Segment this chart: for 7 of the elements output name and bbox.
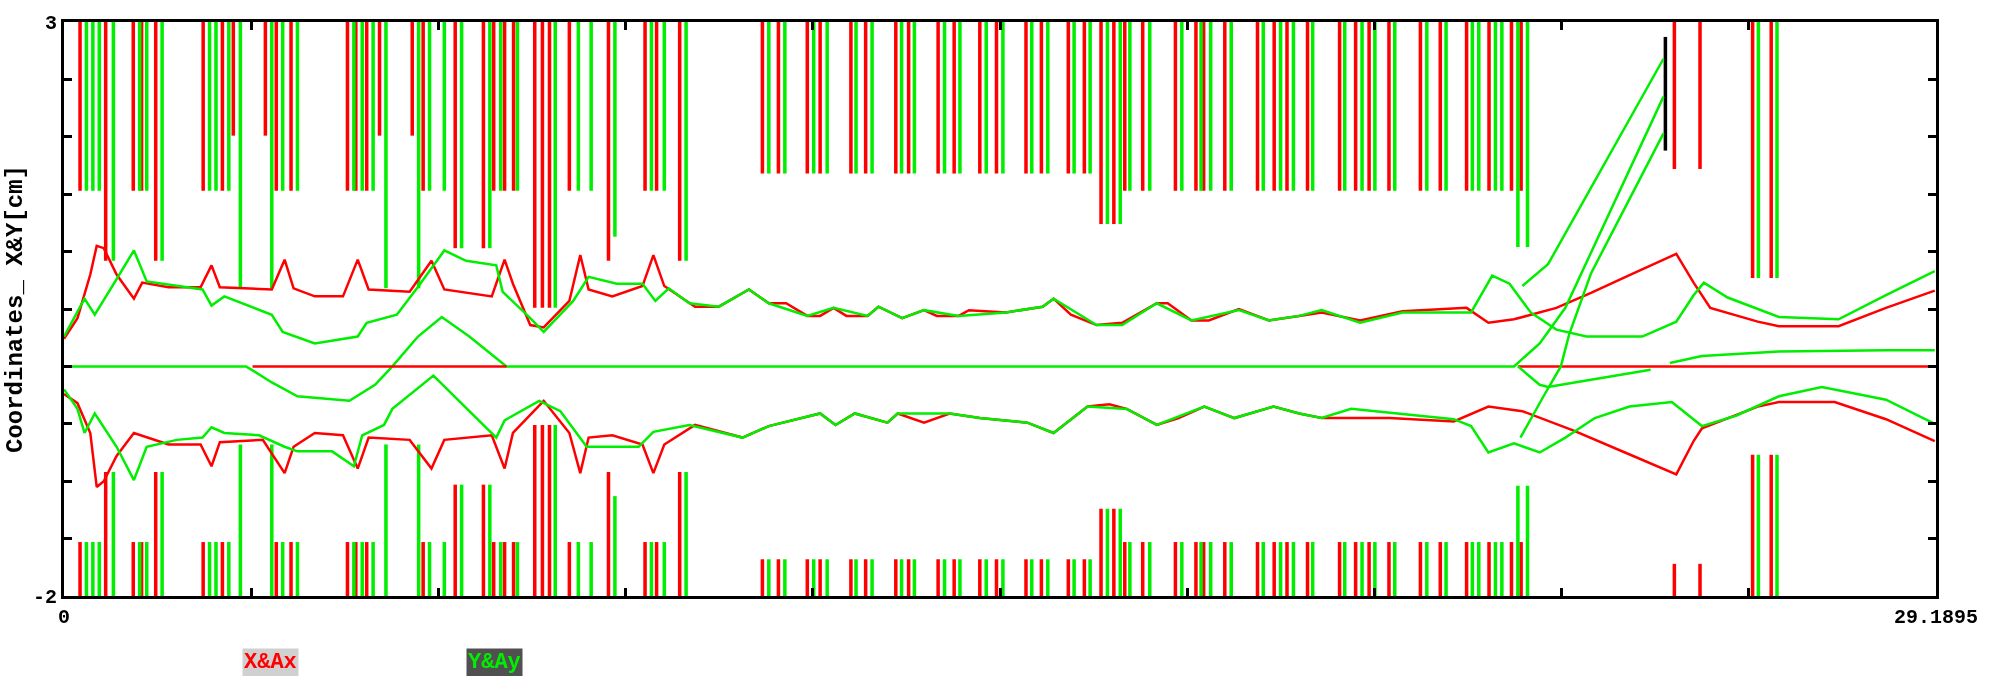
- y-tick-label: 3: [44, 12, 57, 35]
- text: X&Ax: [244, 650, 297, 675]
- y-tick-label: -2: [32, 586, 57, 609]
- y-axis-title: Coordinates_ X&Y[cm]: [2, 164, 30, 454]
- x-tick-label: 0: [57, 606, 71, 629]
- x-tick-label: 29.1895: [1893, 606, 1979, 629]
- text: Y&Ay: [468, 650, 521, 675]
